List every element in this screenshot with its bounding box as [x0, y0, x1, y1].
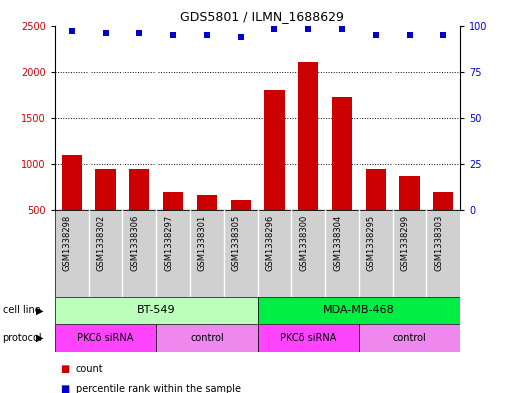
Point — [304, 26, 312, 32]
Point — [67, 28, 76, 34]
Text: GSM1338305: GSM1338305 — [232, 215, 241, 271]
Text: GSM1338296: GSM1338296 — [266, 215, 275, 271]
Bar — [129, 169, 150, 210]
Bar — [163, 192, 183, 210]
Bar — [366, 169, 386, 210]
Text: GSM1338304: GSM1338304 — [333, 215, 342, 271]
Text: GSM1338301: GSM1338301 — [198, 215, 207, 271]
Bar — [298, 62, 319, 210]
Point — [169, 31, 177, 38]
Text: GSM1338306: GSM1338306 — [130, 215, 139, 271]
Text: GSM1338297: GSM1338297 — [164, 215, 173, 271]
Bar — [55, 297, 257, 324]
Point — [101, 30, 110, 36]
Text: count: count — [76, 364, 104, 375]
Text: PKCδ siRNA: PKCδ siRNA — [280, 333, 336, 343]
Point — [236, 33, 245, 40]
Text: BT-549: BT-549 — [137, 305, 176, 316]
Text: ▶: ▶ — [36, 333, 43, 343]
Text: GSM1338302: GSM1338302 — [97, 215, 106, 271]
Text: PKCδ siRNA: PKCδ siRNA — [77, 333, 134, 343]
Point — [439, 31, 448, 38]
Point — [405, 31, 414, 38]
Text: protocol: protocol — [3, 333, 42, 343]
Bar — [55, 324, 156, 352]
Point — [270, 26, 279, 32]
Bar — [433, 192, 453, 210]
Text: control: control — [190, 333, 224, 343]
Point — [372, 31, 380, 38]
Bar — [231, 200, 251, 210]
Text: GSM1338298: GSM1338298 — [63, 215, 72, 271]
Bar — [400, 176, 419, 210]
Bar — [257, 297, 460, 324]
Text: cell line: cell line — [3, 305, 40, 316]
Text: ■: ■ — [60, 384, 70, 393]
Bar — [95, 169, 116, 210]
Bar — [257, 324, 359, 352]
Point — [203, 31, 211, 38]
Point — [338, 26, 346, 32]
Text: MDA-MB-468: MDA-MB-468 — [323, 305, 395, 316]
Bar — [62, 155, 82, 210]
Bar — [359, 324, 460, 352]
Bar — [197, 195, 217, 210]
Text: GSM1338295: GSM1338295 — [367, 215, 376, 271]
Text: GSM1338299: GSM1338299 — [401, 215, 410, 271]
Point — [135, 30, 143, 36]
Text: GSM1338303: GSM1338303 — [434, 215, 444, 271]
Text: percentile rank within the sample: percentile rank within the sample — [76, 384, 241, 393]
Text: GDS5801 / ILMN_1688629: GDS5801 / ILMN_1688629 — [179, 10, 344, 23]
Text: ▶: ▶ — [36, 305, 43, 316]
Bar — [156, 324, 257, 352]
Bar — [264, 90, 285, 210]
Text: ■: ■ — [60, 364, 70, 375]
Text: GSM1338300: GSM1338300 — [299, 215, 308, 271]
Text: control: control — [393, 333, 426, 343]
Bar — [332, 97, 352, 210]
